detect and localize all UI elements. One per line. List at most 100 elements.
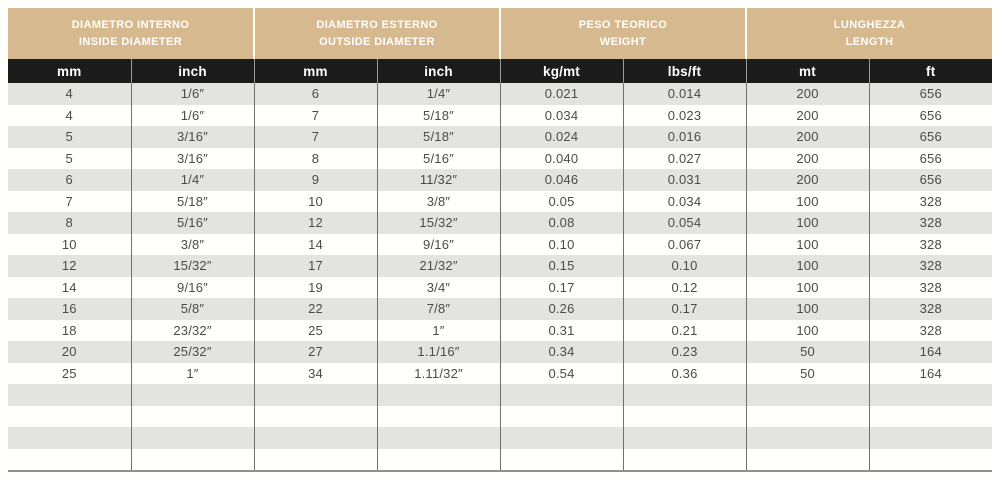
group-title-en: WEIGHT [599, 35, 647, 48]
table-row: 20 25/32″ 27 1.1/16″ 0.34 0.23 50 164 [8, 341, 992, 363]
unit-outside-inch: inch [376, 59, 500, 83]
cell: 200 [745, 126, 869, 148]
cell: 5/18″ [130, 190, 254, 212]
unit-inside-inch: inch [130, 59, 254, 83]
cell: 25 [8, 362, 131, 384]
cell [8, 427, 131, 449]
cell [376, 427, 500, 449]
cell: 1/6″ [130, 83, 254, 105]
cell: 200 [745, 83, 869, 105]
unit-length-ft: ft [868, 59, 992, 83]
cell: 1″ [376, 319, 500, 341]
cell: 0.36 [622, 362, 746, 384]
cell [499, 448, 623, 471]
group-header-outside-diameter: DIAMETRO ESTERNO OUTSIDE DIAMETER [253, 8, 500, 59]
cell: 328 [868, 319, 992, 341]
cell: 200 [745, 104, 869, 126]
cell [622, 448, 746, 471]
cell: 15/32″ [376, 212, 500, 234]
unit-weight-lbsft: lbs/ft [622, 59, 746, 83]
cell: 12 [8, 255, 131, 277]
cell: 25/32″ [130, 341, 254, 363]
cell: 6 [253, 83, 377, 105]
cell: 9/16″ [376, 233, 500, 255]
cell: 5/8″ [130, 298, 254, 320]
cell: 14 [8, 276, 131, 298]
unit-length-mt: mt [745, 59, 869, 83]
cell: 0.21 [622, 319, 746, 341]
table-row [8, 405, 992, 427]
cell: 5 [8, 147, 131, 169]
cell: 328 [868, 190, 992, 212]
cell [253, 405, 377, 427]
cell: 11/32″ [376, 169, 500, 191]
cell: 14 [253, 233, 377, 255]
cell [745, 384, 869, 406]
cell: 656 [868, 169, 992, 191]
cell: 9 [253, 169, 377, 191]
cell: 100 [745, 212, 869, 234]
cell: 15/32″ [130, 255, 254, 277]
group-header-weight: PESO TEORICO WEIGHT [499, 8, 746, 59]
cell: 5/16″ [376, 147, 500, 169]
cell: 0.12 [622, 276, 746, 298]
cell [253, 448, 377, 471]
group-title-en: OUTSIDE DIAMETER [319, 35, 435, 48]
cell: 0.54 [499, 362, 623, 384]
cell: 6 [8, 169, 131, 191]
cell: 3/16″ [130, 147, 254, 169]
cell: 0.31 [499, 319, 623, 341]
cell: 656 [868, 126, 992, 148]
table-row: 14 9/16″ 19 3/4″ 0.17 0.12 100 328 [8, 276, 992, 298]
cell: 27 [253, 341, 377, 363]
group-title-it: LUNGHEZZA [833, 19, 906, 31]
cell: 4 [8, 104, 131, 126]
cell: 0.023 [622, 104, 746, 126]
cell: 0.031 [622, 169, 746, 191]
cell: 4 [8, 83, 131, 105]
cell: 50 [745, 362, 869, 384]
cell: 100 [745, 298, 869, 320]
group-title-it: DIAMETRO ESTERNO [316, 19, 438, 31]
group-header-inside-diameter: DIAMETRO INTERNO INSIDE DIAMETER [8, 8, 254, 59]
group-title-it: PESO TEORICO [578, 19, 668, 31]
unit-outside-mm: mm [253, 59, 377, 83]
unit-inside-mm: mm [8, 59, 131, 83]
cell: 1/4″ [130, 169, 254, 191]
cell: 0.34 [499, 341, 623, 363]
cell [8, 448, 131, 471]
cell: 1″ [130, 362, 254, 384]
cell: 100 [745, 319, 869, 341]
cell: 5 [8, 126, 131, 148]
cell: 200 [745, 169, 869, 191]
cell [868, 448, 992, 471]
cell [376, 384, 500, 406]
cell: 9/16″ [130, 276, 254, 298]
cell [622, 384, 746, 406]
cell: 1/6″ [130, 104, 254, 126]
cell: 7/8″ [376, 298, 500, 320]
table-row: 16 5/8″ 22 7/8″ 0.26 0.17 100 328 [8, 298, 992, 320]
cell: 10 [8, 233, 131, 255]
cell [130, 427, 254, 449]
cell: 3/8″ [376, 190, 500, 212]
table-row [8, 384, 992, 406]
cell: 0.15 [499, 255, 623, 277]
cell: 328 [868, 212, 992, 234]
cell [499, 384, 623, 406]
unit-header-row: mm inch mm inch kg/mt lbs/ft mt ft [8, 59, 992, 83]
cell [376, 448, 500, 471]
cell: 100 [745, 190, 869, 212]
group-title-it: DIAMETRO INTERNO [71, 19, 190, 31]
cell: 328 [868, 298, 992, 320]
cell: 5/18″ [376, 126, 500, 148]
cell [622, 405, 746, 427]
cell: 0.05 [499, 190, 623, 212]
cell: 7 [8, 190, 131, 212]
cell [253, 427, 377, 449]
cell: 0.054 [622, 212, 746, 234]
cell: 656 [868, 104, 992, 126]
cell: 164 [868, 341, 992, 363]
table-row: 4 1/6″ 7 5/18″ 0.034 0.023 200 656 [8, 104, 992, 126]
